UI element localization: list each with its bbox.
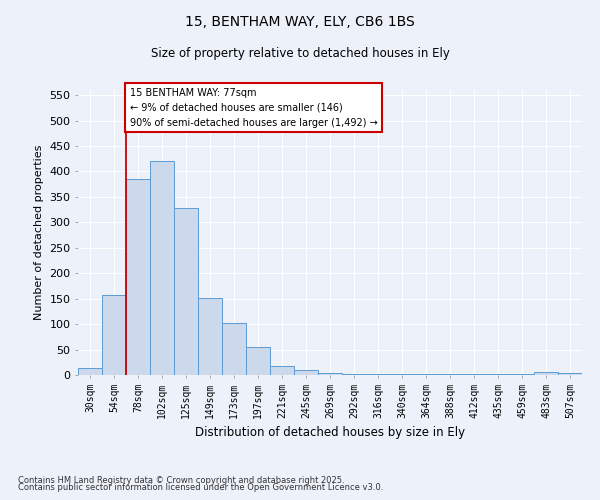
Bar xyxy=(150,161,174,375)
Bar xyxy=(222,323,246,375)
Y-axis label: Number of detached properties: Number of detached properties xyxy=(34,145,44,320)
Bar xyxy=(558,373,582,375)
Text: 15 BENTHAM WAY: 77sqm
← 9% of detached houses are smaller (146)
90% of semi-deta: 15 BENTHAM WAY: 77sqm ← 9% of detached h… xyxy=(130,88,377,128)
Bar xyxy=(198,298,222,375)
Bar xyxy=(294,370,318,375)
Bar xyxy=(102,295,126,375)
Bar xyxy=(174,208,198,375)
X-axis label: Distribution of detached houses by size in Ely: Distribution of detached houses by size … xyxy=(195,426,465,439)
Bar xyxy=(318,373,342,375)
Bar xyxy=(462,374,486,375)
Bar xyxy=(126,179,150,375)
Bar xyxy=(390,374,414,375)
Bar xyxy=(414,374,438,375)
Text: 15, BENTHAM WAY, ELY, CB6 1BS: 15, BENTHAM WAY, ELY, CB6 1BS xyxy=(185,15,415,29)
Text: Size of property relative to detached houses in Ely: Size of property relative to detached ho… xyxy=(151,48,449,60)
Bar xyxy=(366,374,390,375)
Text: Contains HM Land Registry data © Crown copyright and database right 2025.: Contains HM Land Registry data © Crown c… xyxy=(18,476,344,485)
Bar xyxy=(534,372,558,375)
Bar xyxy=(438,374,462,375)
Text: Contains public sector information licensed under the Open Government Licence v3: Contains public sector information licen… xyxy=(18,484,383,492)
Bar xyxy=(510,374,534,375)
Bar xyxy=(78,368,102,375)
Bar xyxy=(486,374,510,375)
Bar xyxy=(246,347,270,375)
Bar xyxy=(270,366,294,375)
Bar xyxy=(342,374,366,375)
